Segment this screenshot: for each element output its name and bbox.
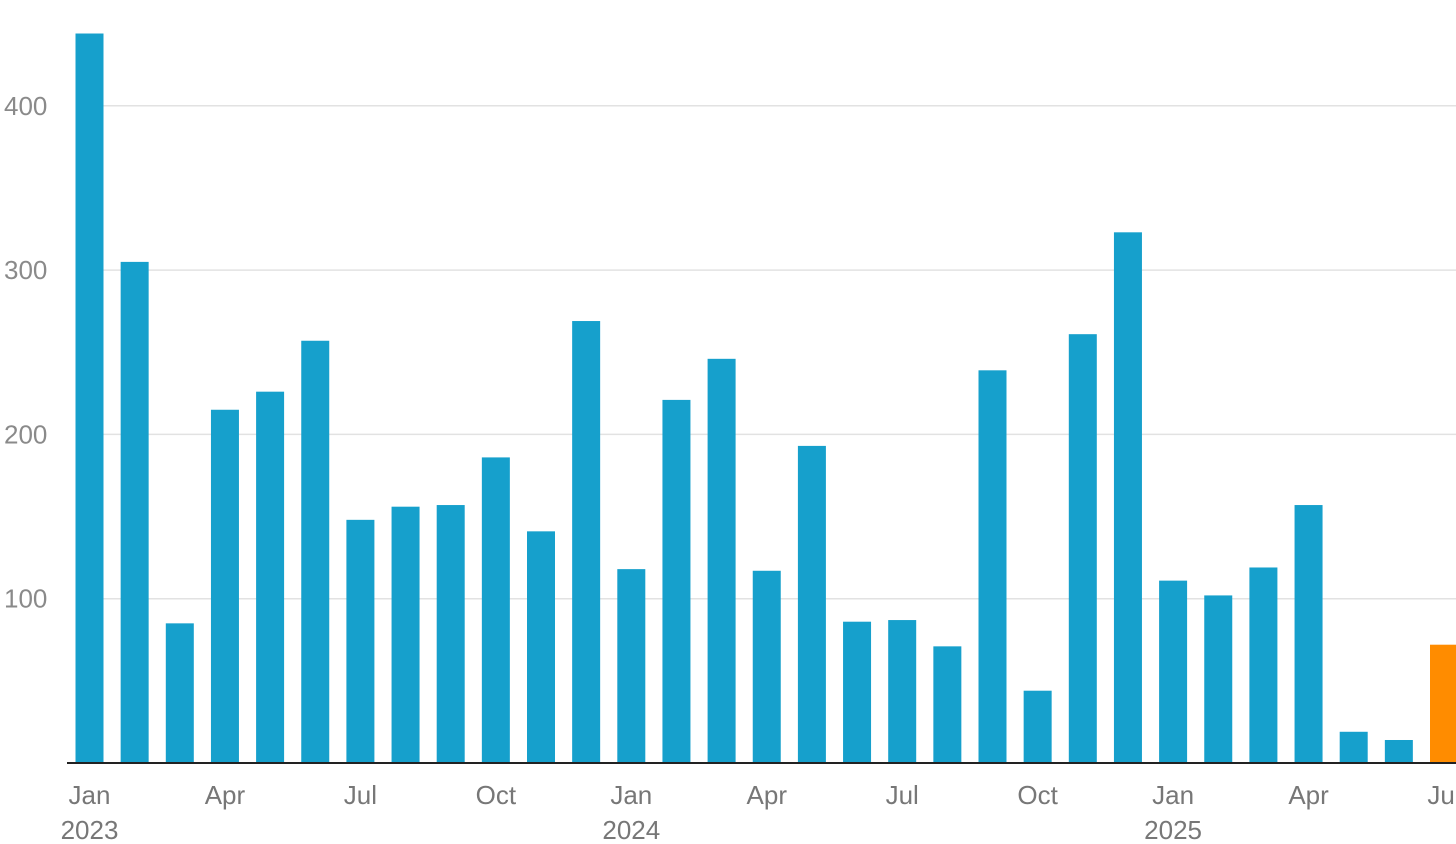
y-tick-label: 400 [4, 91, 47, 121]
bar [752, 570, 781, 763]
bar [120, 261, 149, 763]
bar [210, 409, 239, 763]
bar [1159, 580, 1188, 763]
x-tick-label-year: 2025 [1144, 815, 1202, 844]
x-tick-label-year: 2024 [602, 815, 660, 844]
bar [797, 445, 826, 763]
y-tick-label: 300 [4, 255, 47, 285]
bar [346, 519, 375, 763]
x-tick-label-month: Jul [1427, 780, 1456, 810]
x-tick-label-month: Oct [1017, 780, 1058, 810]
x-axis-tick-labels: Jan 2023 Apr Jul Oct Jan 2024 Apr Jul Oct Jan 2025 A… [61, 780, 1456, 844]
x-tick-label-month: Oct [476, 780, 517, 810]
bars [75, 33, 1456, 764]
x-tick-label-month: Apr [747, 780, 788, 810]
bar-highlighted [1430, 644, 1456, 763]
bar [165, 623, 194, 763]
bar [1294, 505, 1323, 763]
y-tick-label: 100 [4, 584, 47, 614]
x-tick-label-month: Jan [69, 780, 111, 810]
bar [1384, 739, 1413, 763]
x-tick-label-month: Jul [886, 780, 919, 810]
bar [436, 505, 465, 763]
x-tick-label-month: Apr [1288, 780, 1329, 810]
bar [662, 399, 691, 763]
bar [843, 621, 872, 763]
bar [707, 358, 736, 763]
bar [572, 321, 601, 763]
y-axis-tick-labels: 100 200 300 400 [4, 91, 47, 614]
y-tick-label: 200 [4, 419, 47, 449]
bar [1249, 567, 1278, 763]
bar [933, 646, 962, 763]
bar [527, 531, 555, 763]
bar [888, 620, 917, 763]
bar [978, 370, 1007, 763]
bar [617, 569, 646, 763]
bar [75, 33, 104, 764]
bar [1068, 334, 1097, 763]
bar [1113, 232, 1142, 763]
x-tick-label-year: 2023 [61, 815, 119, 844]
bar [1339, 731, 1368, 763]
x-tick-label-month: Jan [1152, 780, 1194, 810]
x-tick-label-month: Jul [344, 780, 377, 810]
bar [1204, 595, 1233, 763]
bar [256, 391, 285, 763]
bar [1023, 690, 1052, 763]
bar [481, 457, 510, 763]
bar [301, 340, 330, 763]
x-tick-label-month: Jan [610, 780, 652, 810]
x-tick-label-month: Apr [205, 780, 246, 810]
bar [391, 506, 420, 763]
